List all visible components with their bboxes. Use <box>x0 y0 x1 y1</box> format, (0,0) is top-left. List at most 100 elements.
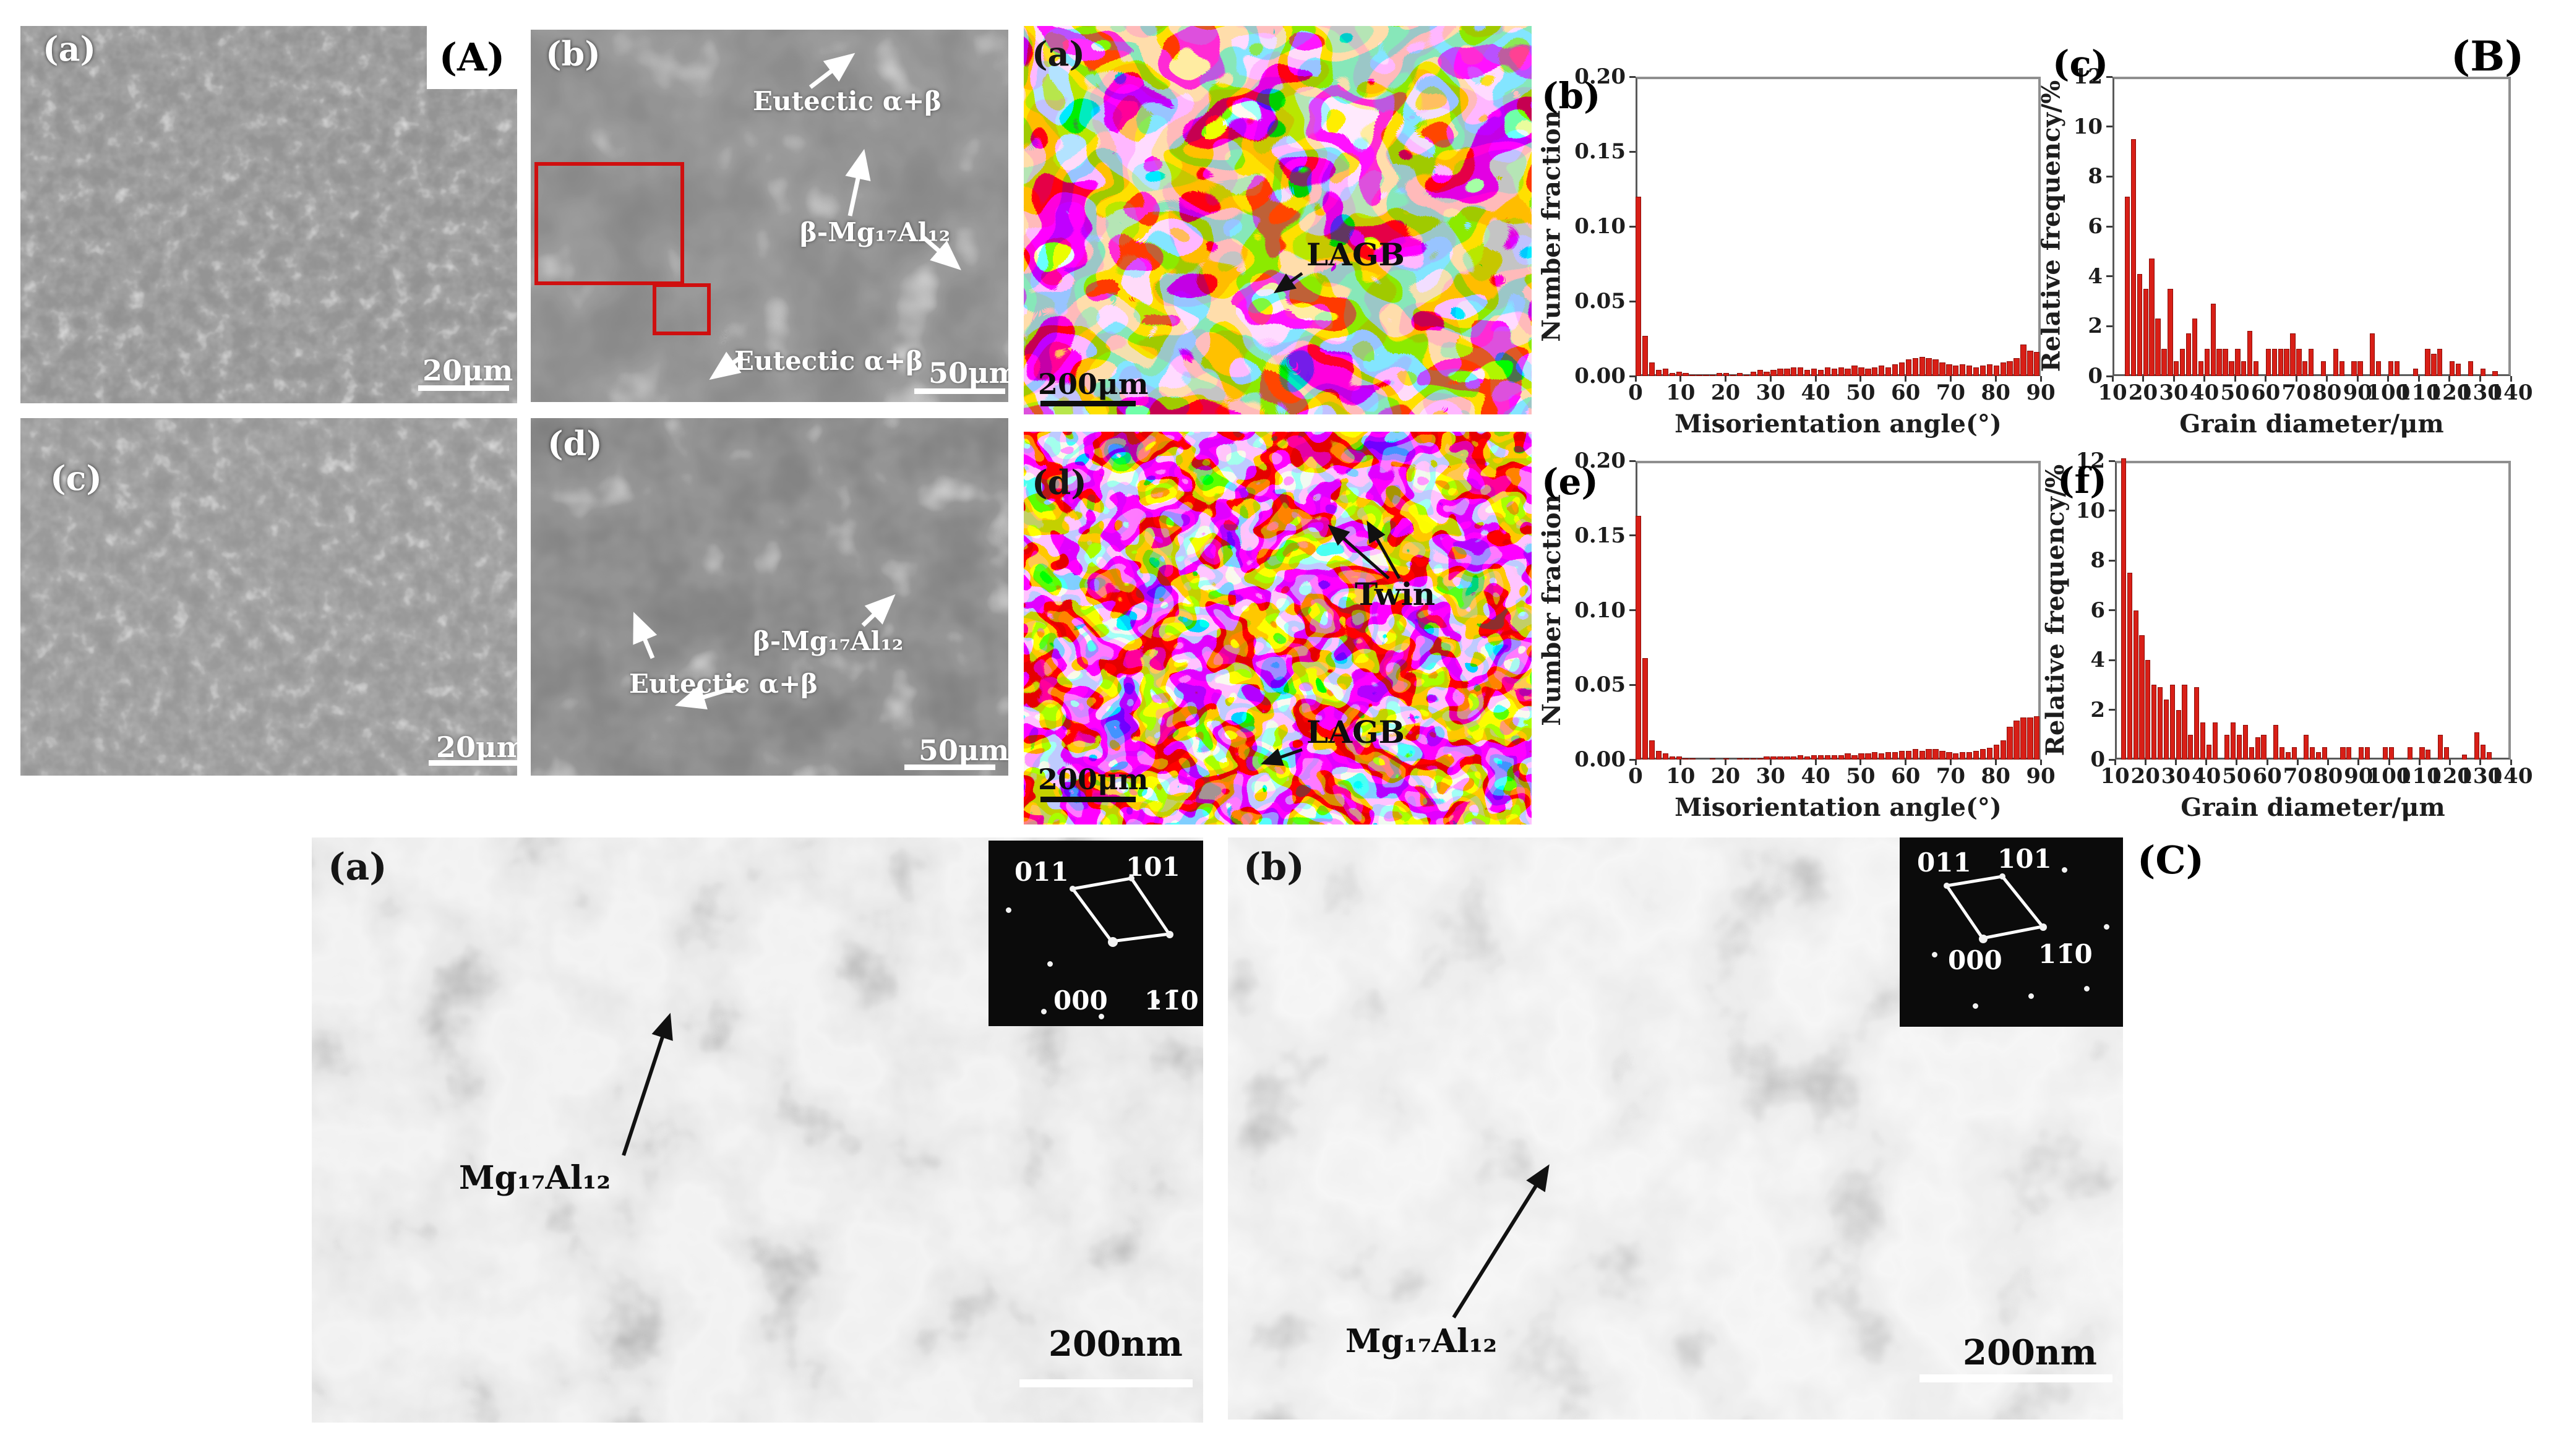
y-tick-label: 0.10 <box>1574 597 1626 623</box>
panel-label-ebsd-a: (a) <box>1032 34 1086 74</box>
histogram-bar <box>1743 374 1750 376</box>
histogram-bar <box>2309 348 2314 376</box>
histogram-bar <box>2192 319 2198 376</box>
y-axis-title-f: Relative frequency/% <box>2040 464 2070 756</box>
histogram-bar <box>1858 367 1864 376</box>
x-tick-label: 100 <box>2367 764 2411 789</box>
scalebar-sem-b <box>914 388 1005 394</box>
scalebar-ebsd-d <box>1040 797 1136 802</box>
histogram-bar <box>2339 361 2344 376</box>
x-tick-label: 20 <box>2128 380 2158 405</box>
histogram-bar <box>1764 371 1770 376</box>
histogram-bar <box>2449 361 2455 376</box>
y-tick-mark <box>1629 534 1636 537</box>
x-tick-label: 110 <box>2397 764 2442 789</box>
x-tick-mark <box>1994 376 1997 382</box>
x-tick-mark <box>2236 760 2238 765</box>
histogram-bar <box>1730 374 1736 376</box>
histogram-bar <box>2468 361 2473 376</box>
histogram-bar <box>1791 367 1797 376</box>
x-tick-mark <box>1994 760 1997 765</box>
annotation-mg17al12-b: Mg₁₇Al₁₂ <box>1345 1322 1498 1360</box>
x-tick-mark <box>2448 376 2451 382</box>
histogram-bar <box>1817 370 1824 376</box>
x-tick-mark <box>2356 376 2359 382</box>
x-tick-mark <box>1634 376 1637 382</box>
histogram-bar <box>1662 368 1669 376</box>
histogram-bar <box>1979 749 1986 760</box>
diffraction-spot <box>2028 993 2034 999</box>
histogram-bar <box>2290 333 2296 376</box>
x-tick-mark <box>1949 376 1952 382</box>
scalebar-sem-d <box>904 764 995 770</box>
x-tick-label: 60 <box>1890 380 1921 405</box>
histogram-bar <box>2000 740 2006 760</box>
histogram-bar <box>2357 361 2363 376</box>
x-tick-mark <box>2327 760 2330 765</box>
diffraction-spot <box>1999 873 2005 880</box>
y-tick-mark <box>2109 709 2115 711</box>
histogram-bar <box>2027 717 2033 760</box>
histogram-bar <box>2194 687 2200 760</box>
histogram-bar <box>2176 709 2181 760</box>
histogram-bar <box>2137 273 2142 376</box>
histogram-bar <box>1655 370 1662 376</box>
scalebar-label-ebsd-d: 200μm <box>1038 763 1149 796</box>
x-axis-title-e: Misorientation angle(°) <box>1675 793 2002 822</box>
histogram-bar <box>1669 756 1675 760</box>
x-tick-label: 20 <box>1710 764 1741 789</box>
scalebar-ebsd-a <box>1040 401 1136 406</box>
scalebar-label-tem-a: 200nm <box>1049 1324 1183 1364</box>
x-tick-label: 50 <box>2220 380 2250 405</box>
histogram-bar <box>2212 722 2218 760</box>
histogram-bar <box>1662 753 1669 760</box>
x-tick-mark <box>2142 376 2145 382</box>
x-tick-label: 70 <box>1936 764 1966 789</box>
y-tick-label: 0.05 <box>1574 672 1626 698</box>
histogram-bar <box>2304 734 2309 760</box>
x-tick-label: 30 <box>2161 764 2191 789</box>
y-tick-mark <box>2106 375 2112 377</box>
histogram-bar <box>2455 363 2461 376</box>
histogram-bar <box>2124 196 2130 376</box>
y-tick-label: 0.15 <box>1574 523 1626 548</box>
x-tick-mark <box>2265 376 2267 382</box>
scalebar-tem-b <box>1919 1374 2112 1382</box>
histogram-bar <box>1905 359 1912 376</box>
histogram-bar <box>1831 368 1837 376</box>
histogram-bar <box>2224 734 2230 760</box>
x-tick-label: 70 <box>2281 380 2311 405</box>
diffraction-spot <box>1006 907 1011 913</box>
histogram-bar <box>1966 366 1973 376</box>
x-tick-label: 120 <box>2428 764 2473 789</box>
histogram-bar <box>1973 367 1979 376</box>
annotation-beta-phase: β-Mg₁₇Al₁₂ <box>800 217 951 247</box>
histogram-bar <box>1898 362 1905 376</box>
histogram-bar <box>2034 352 2040 376</box>
diffraction-label-110: 11̄0 <box>2038 939 2093 969</box>
histogram-bar <box>2155 319 2161 376</box>
histogram-bar <box>2291 747 2297 760</box>
histogram-bar <box>1736 758 1743 760</box>
histogram-bar <box>2000 362 2006 376</box>
histogram-bar <box>1986 747 1993 760</box>
scalebar-label-ebsd-a: 200μm <box>1038 367 1149 401</box>
histogram-bar <box>2462 755 2468 760</box>
x-tick-mark <box>1725 760 1727 765</box>
x-tick-mark <box>1814 376 1817 382</box>
histogram-bar <box>2480 368 2485 376</box>
histogram-bar <box>1710 758 1716 760</box>
histogram-bar <box>2340 747 2346 760</box>
diffraction-inset-a: 011 101 000 11̄0 <box>989 841 1203 1026</box>
y-tick-label: 0.20 <box>1574 448 1626 473</box>
x-tick-label: 120 <box>2427 380 2472 405</box>
histogram-bar <box>1885 752 1892 760</box>
histogram-bar <box>2169 685 2175 760</box>
histogram-bar <box>2121 458 2127 760</box>
y-tick-label: 6 <box>2090 597 2105 623</box>
histogram-bar <box>1845 753 1851 760</box>
x-tick-mark <box>2172 376 2175 382</box>
x-tick-label: 40 <box>1801 380 1830 405</box>
x-tick-mark <box>2111 376 2114 382</box>
sem-texture <box>531 30 1008 402</box>
